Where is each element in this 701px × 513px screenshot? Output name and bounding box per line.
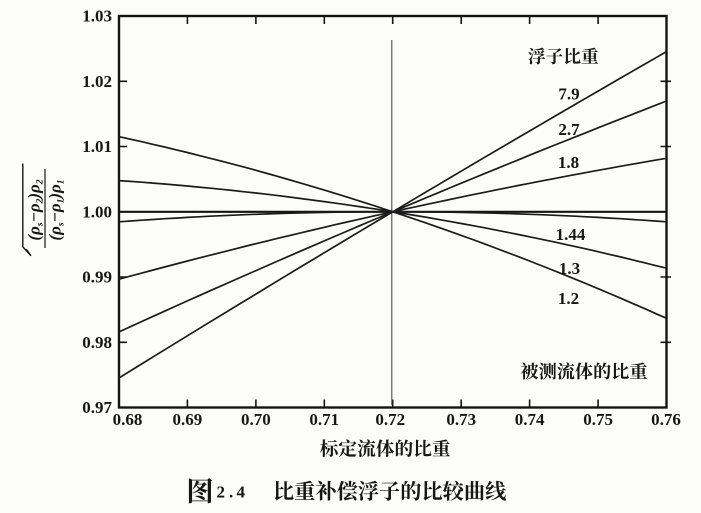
svg-text:7.9: 7.9	[558, 85, 579, 104]
svg-text:0.76: 0.76	[651, 410, 681, 429]
svg-text:0.99: 0.99	[82, 268, 112, 287]
svg-text:0.75: 0.75	[583, 410, 613, 429]
svg-text:0.72: 0.72	[375, 410, 405, 429]
svg-text:1.03: 1.03	[82, 7, 112, 26]
svg-text:1.8: 1.8	[558, 153, 579, 172]
svg-text:0.71: 0.71	[309, 410, 339, 429]
svg-text:0.74: 0.74	[515, 410, 545, 429]
svg-text:2.7: 2.7	[558, 120, 580, 139]
svg-text:0.98: 0.98	[82, 333, 112, 352]
svg-text:0.70: 0.70	[241, 410, 271, 429]
svg-text:0.68: 0.68	[113, 410, 143, 429]
svg-text:1.2: 1.2	[558, 289, 579, 308]
svg-text:1.44: 1.44	[556, 225, 586, 244]
svg-text:2.4: 2.4	[217, 483, 246, 502]
svg-text:1.00: 1.00	[82, 202, 112, 221]
svg-text:(ρs−ρ2)ρ2: (ρs−ρ2)ρ2	[25, 179, 46, 240]
svg-text:(ρs−ρ1)ρ1: (ρs−ρ1)ρ1	[46, 179, 67, 240]
svg-text:0.73: 0.73	[446, 410, 476, 429]
svg-text:1.02: 1.02	[82, 72, 112, 91]
svg-text:1.01: 1.01	[82, 137, 112, 156]
svg-text:1.3: 1.3	[559, 259, 580, 278]
svg-text:0.97: 0.97	[82, 398, 112, 417]
svg-text:0.69: 0.69	[173, 410, 203, 429]
